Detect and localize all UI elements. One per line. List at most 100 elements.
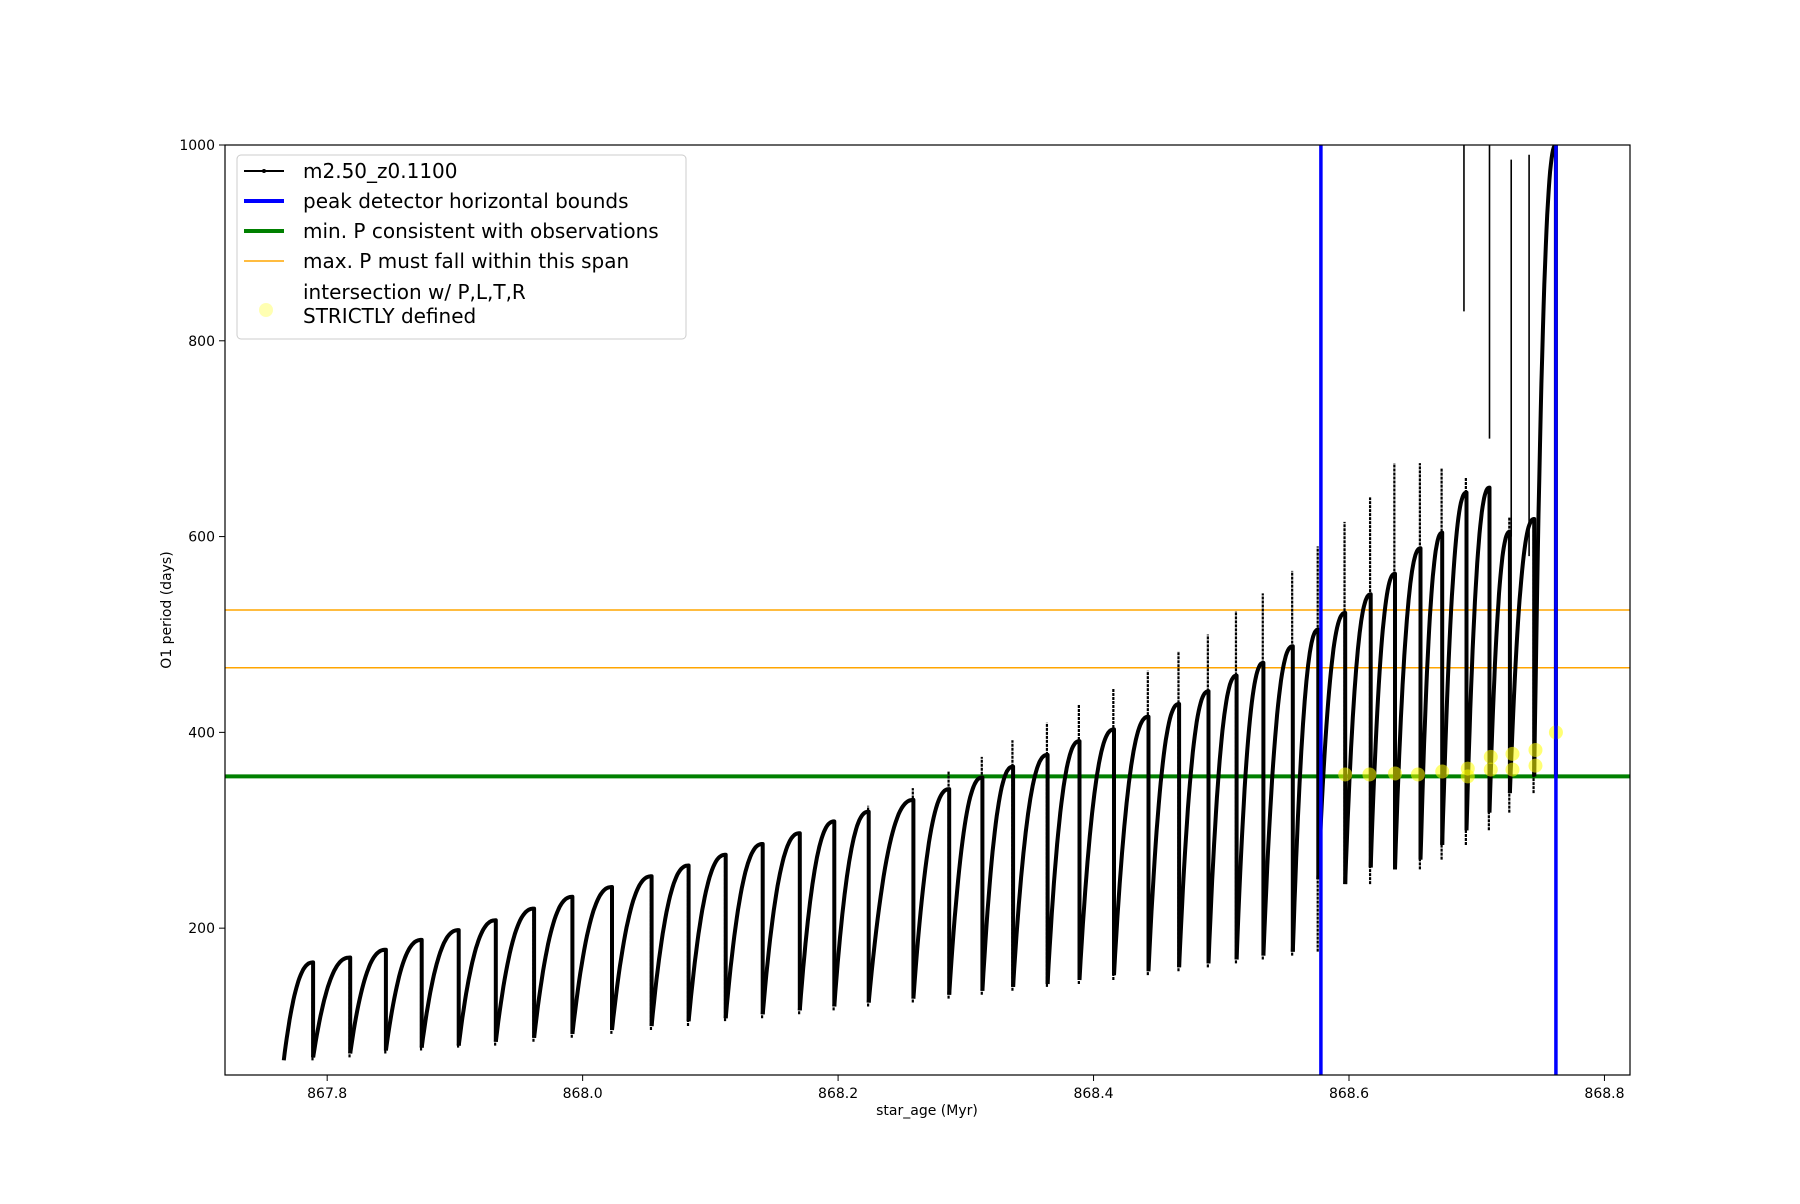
series-line bbox=[1045, 739, 1082, 985]
series-line bbox=[1234, 660, 1266, 960]
sawtooth-cycle bbox=[281, 960, 316, 1061]
sawtooth-cycle bbox=[311, 955, 353, 1058]
intersection-point bbox=[1505, 746, 1520, 761]
series-line bbox=[947, 775, 985, 995]
sawtooth-cycle bbox=[1146, 651, 1182, 972]
series-line bbox=[1146, 702, 1182, 972]
sawtooth-cycle bbox=[348, 947, 388, 1054]
sawtooth-cycle bbox=[947, 756, 985, 995]
series-line bbox=[1507, 517, 1537, 794]
x-tick-label: 868.8 bbox=[1584, 1086, 1624, 1102]
sawtooth-cycle bbox=[1112, 670, 1151, 976]
plot-frame bbox=[224, 144, 1631, 1076]
sawtooth-cycle bbox=[866, 788, 916, 1003]
series-line bbox=[419, 928, 461, 1048]
legend-item: max. P must fall within this span bbox=[244, 249, 629, 273]
sawtooth-cycle bbox=[1368, 463, 1397, 870]
sawtooth-cycle bbox=[797, 818, 837, 1011]
legend-label: m2.50_z0.1100 bbox=[303, 159, 458, 183]
sawtooth-cycle bbox=[1077, 688, 1116, 981]
series-line bbox=[1440, 490, 1469, 845]
sawtooth-cycle bbox=[493, 906, 537, 1042]
sawtooth-cycle bbox=[383, 937, 424, 1051]
series-line bbox=[1261, 644, 1295, 956]
series-layer bbox=[281, 145, 1558, 1061]
series-line bbox=[348, 947, 388, 1054]
sawtooth-cycle bbox=[610, 874, 654, 1031]
sawtooth-cycle bbox=[1316, 521, 1348, 885]
x-axis-label: star_age (Myr) bbox=[876, 1103, 978, 1119]
sawtooth-cycle bbox=[760, 831, 802, 1015]
x-tick-label: 868.2 bbox=[818, 1086, 858, 1102]
series-line bbox=[1077, 727, 1116, 981]
sawtooth-cycle bbox=[1177, 634, 1211, 968]
series-line bbox=[797, 819, 837, 1011]
sawtooth-cycle bbox=[911, 771, 952, 999]
y-axis-ticks: 200 400 600 800 1000 bbox=[179, 138, 225, 937]
y-tick-label: 600 bbox=[188, 530, 215, 546]
sawtooth-cycle bbox=[570, 885, 614, 1035]
series-line bbox=[281, 960, 316, 1061]
sawtooth-cycle bbox=[980, 740, 1016, 991]
legend-item: min. P consistent with observations bbox=[244, 219, 659, 243]
series-line bbox=[1464, 485, 1492, 831]
series-line bbox=[1011, 752, 1050, 988]
series-line bbox=[493, 906, 537, 1042]
legend-label: max. P must fall within this span bbox=[303, 249, 629, 273]
intersection-point bbox=[1410, 767, 1425, 782]
series-line bbox=[1206, 673, 1239, 964]
series-line bbox=[1418, 530, 1445, 860]
series-line bbox=[911, 787, 952, 999]
series-line bbox=[532, 894, 575, 1039]
legend-item: m2.50_z0.1100 bbox=[244, 159, 458, 183]
series-line bbox=[686, 852, 728, 1022]
series-line bbox=[723, 842, 765, 1019]
plot-area bbox=[224, 144, 1631, 1076]
x-axis-ticks: 867.8 868.0 868.2 868.4 868.6 868.8 bbox=[307, 1075, 1625, 1102]
legend-label: min. P consistent with observations bbox=[303, 219, 659, 243]
intersection-point bbox=[1483, 749, 1498, 764]
series-line bbox=[1368, 571, 1397, 870]
series-line bbox=[1290, 627, 1321, 952]
sawtooth-cycle bbox=[1011, 722, 1050, 988]
sawtooth-cycle bbox=[1393, 463, 1423, 870]
series-line bbox=[311, 955, 353, 1058]
sawtooth-cycle bbox=[832, 805, 871, 1007]
series-line bbox=[866, 797, 916, 1003]
intersection-point bbox=[1435, 764, 1450, 779]
sawtooth-cycle bbox=[1261, 570, 1295, 956]
y-tick-label: 800 bbox=[188, 334, 215, 350]
y-tick-label: 1000 bbox=[179, 138, 215, 154]
sawtooth-cycle bbox=[1234, 593, 1266, 960]
series-line bbox=[760, 831, 802, 1015]
legend-swatch-marker bbox=[259, 303, 273, 317]
sawtooth-cycle bbox=[723, 842, 765, 1019]
series-line bbox=[1393, 546, 1423, 870]
x-tick-label: 868.4 bbox=[1073, 1086, 1113, 1102]
intersection-point bbox=[1387, 766, 1402, 781]
series-line bbox=[1177, 689, 1211, 968]
series-line bbox=[1316, 610, 1348, 885]
sawtooth-cycle bbox=[1045, 704, 1082, 985]
sawtooth-cycle bbox=[1206, 610, 1239, 964]
series-line bbox=[456, 918, 498, 1046]
series-line bbox=[570, 885, 614, 1035]
legend-label: STRICTLY defined bbox=[303, 304, 476, 328]
sawtooth-cycle bbox=[649, 863, 691, 1027]
series-line bbox=[610, 874, 654, 1031]
sawtooth-cycle bbox=[456, 918, 498, 1046]
legend-item: peak detector horizontal bounds bbox=[244, 189, 629, 213]
sawtooth-cycle bbox=[1418, 468, 1445, 860]
intersection-point bbox=[1528, 758, 1543, 773]
intersection-point bbox=[1338, 767, 1353, 782]
intersection-point bbox=[1460, 769, 1475, 784]
y-axis-label: O1 period (days) bbox=[159, 551, 175, 668]
intersection-point bbox=[1362, 767, 1377, 782]
intersection-point bbox=[1483, 762, 1498, 777]
sawtooth-cycle bbox=[419, 928, 461, 1048]
series-line bbox=[1487, 529, 1512, 813]
